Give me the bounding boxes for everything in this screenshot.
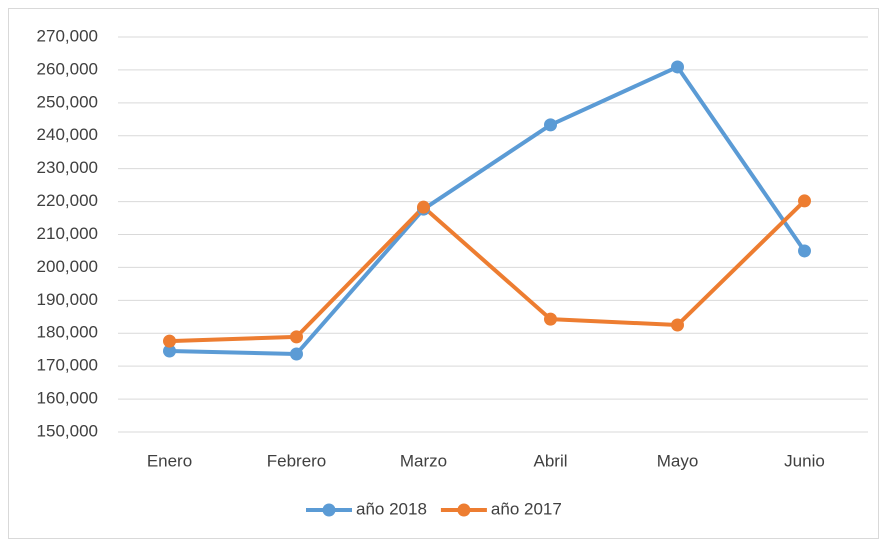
x-tick-label: Junio	[784, 451, 825, 470]
y-tick-label: 160,000	[37, 389, 98, 408]
y-tick-label: 190,000	[37, 290, 98, 309]
data-point	[417, 200, 430, 214]
data-point	[544, 118, 557, 132]
data-point	[163, 334, 176, 348]
legend-item: año 2017	[440, 499, 562, 518]
y-tick-label: 240,000	[37, 125, 98, 144]
data-point	[163, 344, 176, 358]
y-tick-label: 230,000	[37, 158, 98, 177]
y-tick-label: 210,000	[37, 224, 98, 243]
data-point	[671, 318, 684, 332]
y-tick-label: 220,000	[37, 191, 98, 210]
y-tick-label: 150,000	[37, 421, 98, 440]
chart-frame	[8, 8, 879, 539]
series-line	[169, 199, 806, 344]
y-tick-label: 180,000	[37, 323, 98, 342]
data-point	[798, 244, 811, 258]
y-tick-label: 260,000	[37, 59, 98, 78]
y-tick-label: 170,000	[37, 356, 98, 375]
legend-item: año 2018	[306, 499, 427, 518]
data-point	[544, 312, 557, 326]
x-tick-label: Marzo	[400, 451, 447, 470]
x-tick-label: Febrero	[267, 451, 327, 470]
legend-label: año 2018	[356, 499, 427, 518]
x-tick-label: Mayo	[657, 451, 699, 470]
y-tick-label: 270,000	[37, 26, 98, 45]
x-tick-label: Enero	[147, 451, 192, 470]
y-tick-label: 200,000	[37, 257, 98, 276]
legend-swatch-marker	[322, 503, 336, 517]
series-line	[169, 64, 807, 356]
data-point	[290, 347, 303, 361]
legend-swatch-marker	[457, 503, 471, 517]
data-point	[671, 60, 684, 74]
legend-label: año 2017	[491, 499, 562, 518]
data-point	[290, 330, 303, 344]
y-tick-label: 250,000	[37, 92, 98, 111]
x-tick-label: Abril	[533, 451, 567, 470]
data-point	[798, 194, 811, 208]
